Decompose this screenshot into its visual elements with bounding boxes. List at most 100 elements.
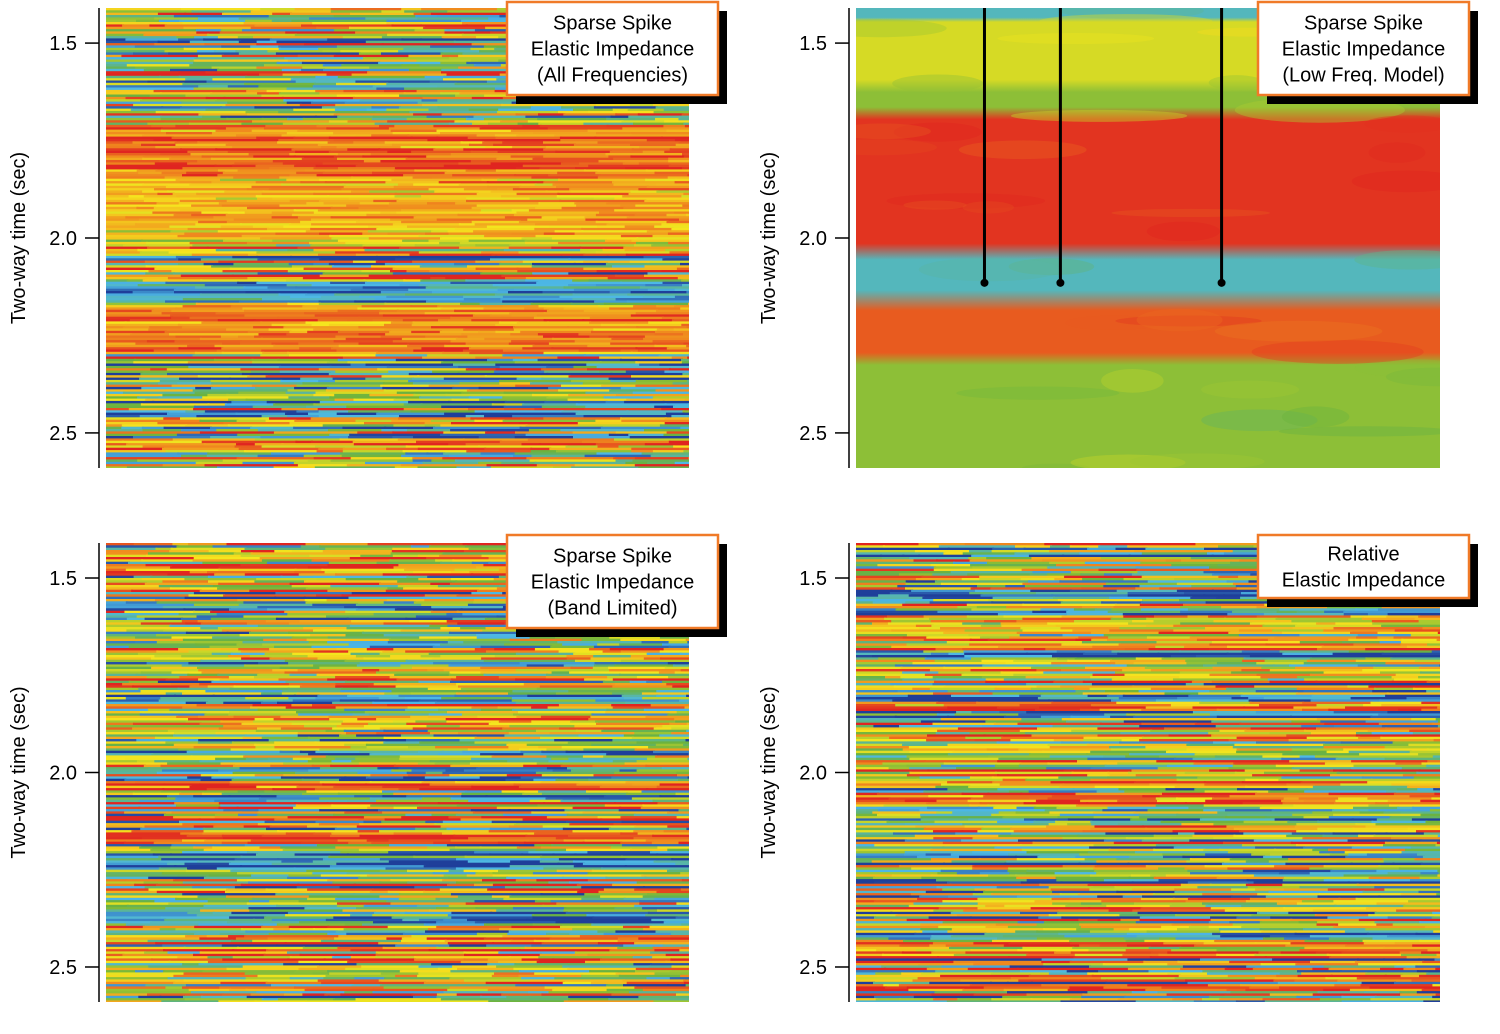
heatmap-cell [106,47,186,52]
heatmap-cell [106,398,148,403]
heatmap-cell [437,85,523,89]
heatmap-cell [555,150,612,155]
heatmap-cell [597,942,637,946]
heatmap-cell [1127,594,1206,598]
heatmap-cell [106,916,163,921]
heatmap-cell [167,190,227,195]
heatmap-cell [568,881,639,886]
heatmap-cell [595,251,672,255]
heatmap-cell [330,10,384,14]
heatmap-cell [426,557,491,561]
heatmap-cell [627,293,689,298]
heatmap-cell [964,543,1047,547]
heatmap-cell [295,440,313,445]
heatmap-cell [398,50,481,54]
heatmap-cell [267,286,298,290]
heatmap-cell [538,122,586,127]
heatmap-cell [388,638,451,643]
heatmap-cell [172,438,257,443]
heatmap-cell [264,820,318,825]
heatmap-cell [922,596,995,601]
heatmap-cell [285,914,353,918]
heatmap-cell [608,827,689,832]
heatmap-cell [247,113,336,117]
heatmap-cell [359,662,436,666]
heatmap-cell [610,115,631,120]
heatmap-cell [232,146,323,150]
heatmap-cell [419,788,478,792]
heatmap-cell [233,685,302,690]
heatmap-cell [207,571,297,575]
heatmap-cell [919,627,942,631]
heatmap-cell [106,631,188,636]
heatmap-cell [187,911,215,916]
heatmap-cell [431,326,515,330]
heatmap-cell [381,10,407,14]
heatmap-cell [106,655,157,659]
heatmap-cell [237,946,305,951]
heatmap-cell [480,708,514,713]
heatmap-cell [311,559,392,563]
heatmap-cell [345,634,386,638]
heatmap-cell [363,246,402,251]
heatmap-cell [106,379,162,384]
heatmap-cell [268,739,322,743]
heatmap-cell [454,262,502,267]
heatmap-cell [685,984,689,988]
heatmap-cell [311,764,333,769]
heatmap-cell [238,40,259,45]
heatmap-cell [407,225,489,230]
well-marker-dot [980,278,989,287]
y-tick-label: 1.5 [49,568,77,590]
heatmap-cell [339,699,421,704]
heatmap-cell [228,713,301,718]
heatmap-cell [664,422,689,426]
heatmap-cell [633,830,666,834]
heatmap-cell [639,146,689,150]
heatmap-cell [106,281,168,286]
heatmap-cell [150,958,225,963]
heatmap-cell [106,925,145,930]
heatmap-cell [106,888,151,893]
heatmap-cell [146,340,177,344]
heatmap-cell [368,237,442,241]
heatmap-cell [121,424,188,428]
heatmap-cell [106,937,202,942]
heatmap-cell [348,197,432,202]
heatmap-cell [254,718,276,722]
heatmap-cell [297,883,356,888]
heatmap-cell [315,445,408,450]
heatmap-cell [677,391,689,396]
heatmap-cell [310,218,393,223]
heatmap-cell [599,211,677,216]
heatmap-cell [535,234,623,239]
heatmap-cell [254,438,342,443]
heatmap-cell [329,396,422,400]
heatmap-cell [601,867,689,872]
heatmap-cell [582,841,623,846]
heatmap-cell [1316,622,1338,627]
heatmap-cell [624,697,645,701]
heatmap-cell [208,874,253,879]
heatmap-cell [541,774,596,778]
heatmap-cell [336,146,403,150]
heatmap-cell [106,270,151,274]
heatmap-cell [335,706,410,711]
heatmap-cell [1050,545,1072,549]
heatmap-cell [295,771,360,776]
heatmap-cell [680,307,689,312]
heatmap-cell [139,377,182,382]
heatmap-cell [251,370,282,375]
heatmap-cell [213,216,274,220]
heatmap-cell [494,648,537,652]
heatmap-cell [185,935,209,939]
heatmap-cell [596,452,644,457]
heatmap-cell [515,167,542,171]
heatmap-cell [407,706,474,711]
heatmap-cell [498,720,534,725]
heatmap-cell [687,641,689,645]
heatmap-cell [175,928,243,932]
heatmap-cell [106,860,200,865]
heatmap-cell [257,673,292,678]
heatmap-cell [210,426,253,431]
